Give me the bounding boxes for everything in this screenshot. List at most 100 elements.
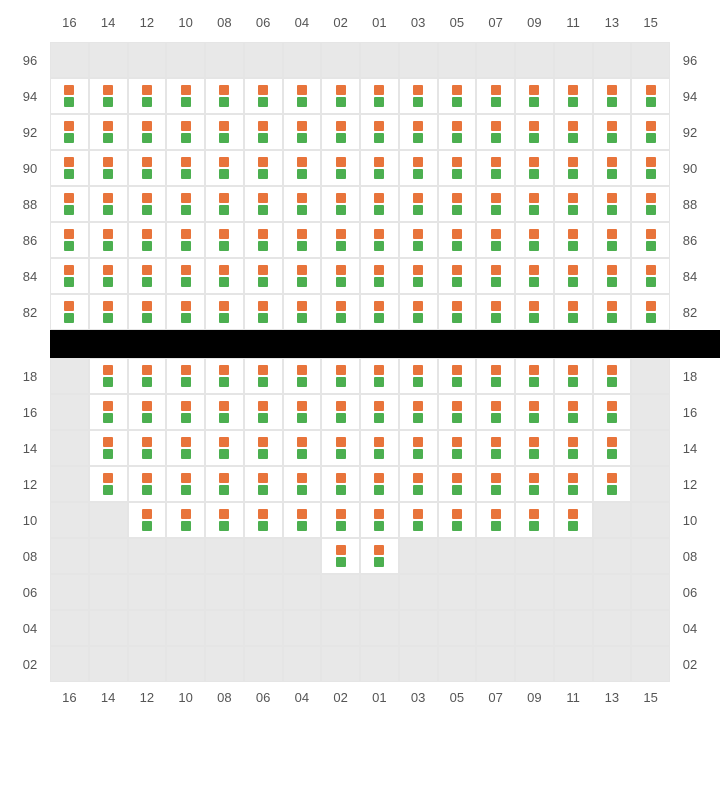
seat-cell[interactable] [166,258,205,294]
seat-cell[interactable] [631,78,670,114]
seat-cell[interactable] [593,430,632,466]
seat-cell[interactable] [321,78,360,114]
seat-cell[interactable] [593,394,632,430]
seat-cell[interactable] [360,114,399,150]
seat-cell[interactable] [438,466,477,502]
seat-cell[interactable] [438,430,477,466]
seat-cell[interactable] [205,358,244,394]
seat-cell[interactable] [283,222,322,258]
seat-cell[interactable] [244,258,283,294]
seat-cell[interactable] [554,114,593,150]
seat-cell[interactable] [399,222,438,258]
seat-cell[interactable] [554,258,593,294]
seat-cell[interactable] [631,294,670,330]
seat-cell[interactable] [515,502,554,538]
seat-cell[interactable] [438,258,477,294]
seat-cell[interactable] [593,114,632,150]
seat-cell[interactable] [205,502,244,538]
seat-cell[interactable] [438,222,477,258]
seat-cell[interactable] [399,258,438,294]
seat-cell[interactable] [244,114,283,150]
seat-cell[interactable] [89,114,128,150]
seat-cell[interactable] [321,114,360,150]
seat-cell[interactable] [515,186,554,222]
seat-cell[interactable] [438,186,477,222]
seat-cell[interactable] [244,430,283,466]
seat-cell[interactable] [515,150,554,186]
seat-cell[interactable] [89,150,128,186]
seat-cell[interactable] [128,114,167,150]
seat-cell[interactable] [399,358,438,394]
seat-cell[interactable] [50,114,89,150]
seat-cell[interactable] [360,78,399,114]
seat-cell[interactable] [321,150,360,186]
seat-cell[interactable] [593,258,632,294]
seat-cell[interactable] [321,394,360,430]
seat-cell[interactable] [438,114,477,150]
seat-cell[interactable] [128,186,167,222]
seat-cell[interactable] [515,430,554,466]
seat-cell[interactable] [283,186,322,222]
seat-cell[interactable] [283,294,322,330]
seat-cell[interactable] [321,502,360,538]
seat-cell[interactable] [89,394,128,430]
seat-cell[interactable] [476,186,515,222]
seat-cell[interactable] [50,258,89,294]
seat-cell[interactable] [321,294,360,330]
seat-cell[interactable] [554,222,593,258]
seat-cell[interactable] [593,78,632,114]
seat-cell[interactable] [244,150,283,186]
seat-cell[interactable] [283,358,322,394]
seat-cell[interactable] [321,258,360,294]
seat-cell[interactable] [399,466,438,502]
seat-cell[interactable] [244,466,283,502]
seat-cell[interactable] [205,222,244,258]
seat-cell[interactable] [166,114,205,150]
seat-cell[interactable] [554,430,593,466]
seat-cell[interactable] [476,150,515,186]
seat-cell[interactable] [128,394,167,430]
seat-cell[interactable] [399,186,438,222]
seat-cell[interactable] [515,394,554,430]
seat-cell[interactable] [205,258,244,294]
seat-cell[interactable] [515,258,554,294]
seat-cell[interactable] [205,114,244,150]
seat-cell[interactable] [205,78,244,114]
seat-cell[interactable] [360,502,399,538]
seat-cell[interactable] [205,186,244,222]
seat-cell[interactable] [321,358,360,394]
seat-cell[interactable] [360,222,399,258]
seat-cell[interactable] [321,186,360,222]
seat-cell[interactable] [360,538,399,574]
seat-cell[interactable] [593,466,632,502]
seat-cell[interactable] [476,394,515,430]
seat-cell[interactable] [128,294,167,330]
seat-cell[interactable] [128,502,167,538]
seat-cell[interactable] [399,150,438,186]
seat-cell[interactable] [321,222,360,258]
seat-cell[interactable] [360,186,399,222]
seat-cell[interactable] [128,222,167,258]
seat-cell[interactable] [321,538,360,574]
seat-cell[interactable] [128,466,167,502]
seat-cell[interactable] [399,78,438,114]
seat-cell[interactable] [593,294,632,330]
seat-cell[interactable] [476,294,515,330]
seat-cell[interactable] [476,502,515,538]
seat-cell[interactable] [166,430,205,466]
seat-cell[interactable] [399,430,438,466]
seat-cell[interactable] [554,186,593,222]
seat-cell[interactable] [399,114,438,150]
seat-cell[interactable] [631,114,670,150]
seat-cell[interactable] [89,222,128,258]
seat-cell[interactable] [244,222,283,258]
seat-cell[interactable] [515,466,554,502]
seat-cell[interactable] [438,502,477,538]
seat-cell[interactable] [360,358,399,394]
seat-cell[interactable] [205,150,244,186]
seat-cell[interactable] [476,358,515,394]
seat-cell[interactable] [438,358,477,394]
seat-cell[interactable] [283,114,322,150]
seat-cell[interactable] [438,394,477,430]
seat-cell[interactable] [438,78,477,114]
